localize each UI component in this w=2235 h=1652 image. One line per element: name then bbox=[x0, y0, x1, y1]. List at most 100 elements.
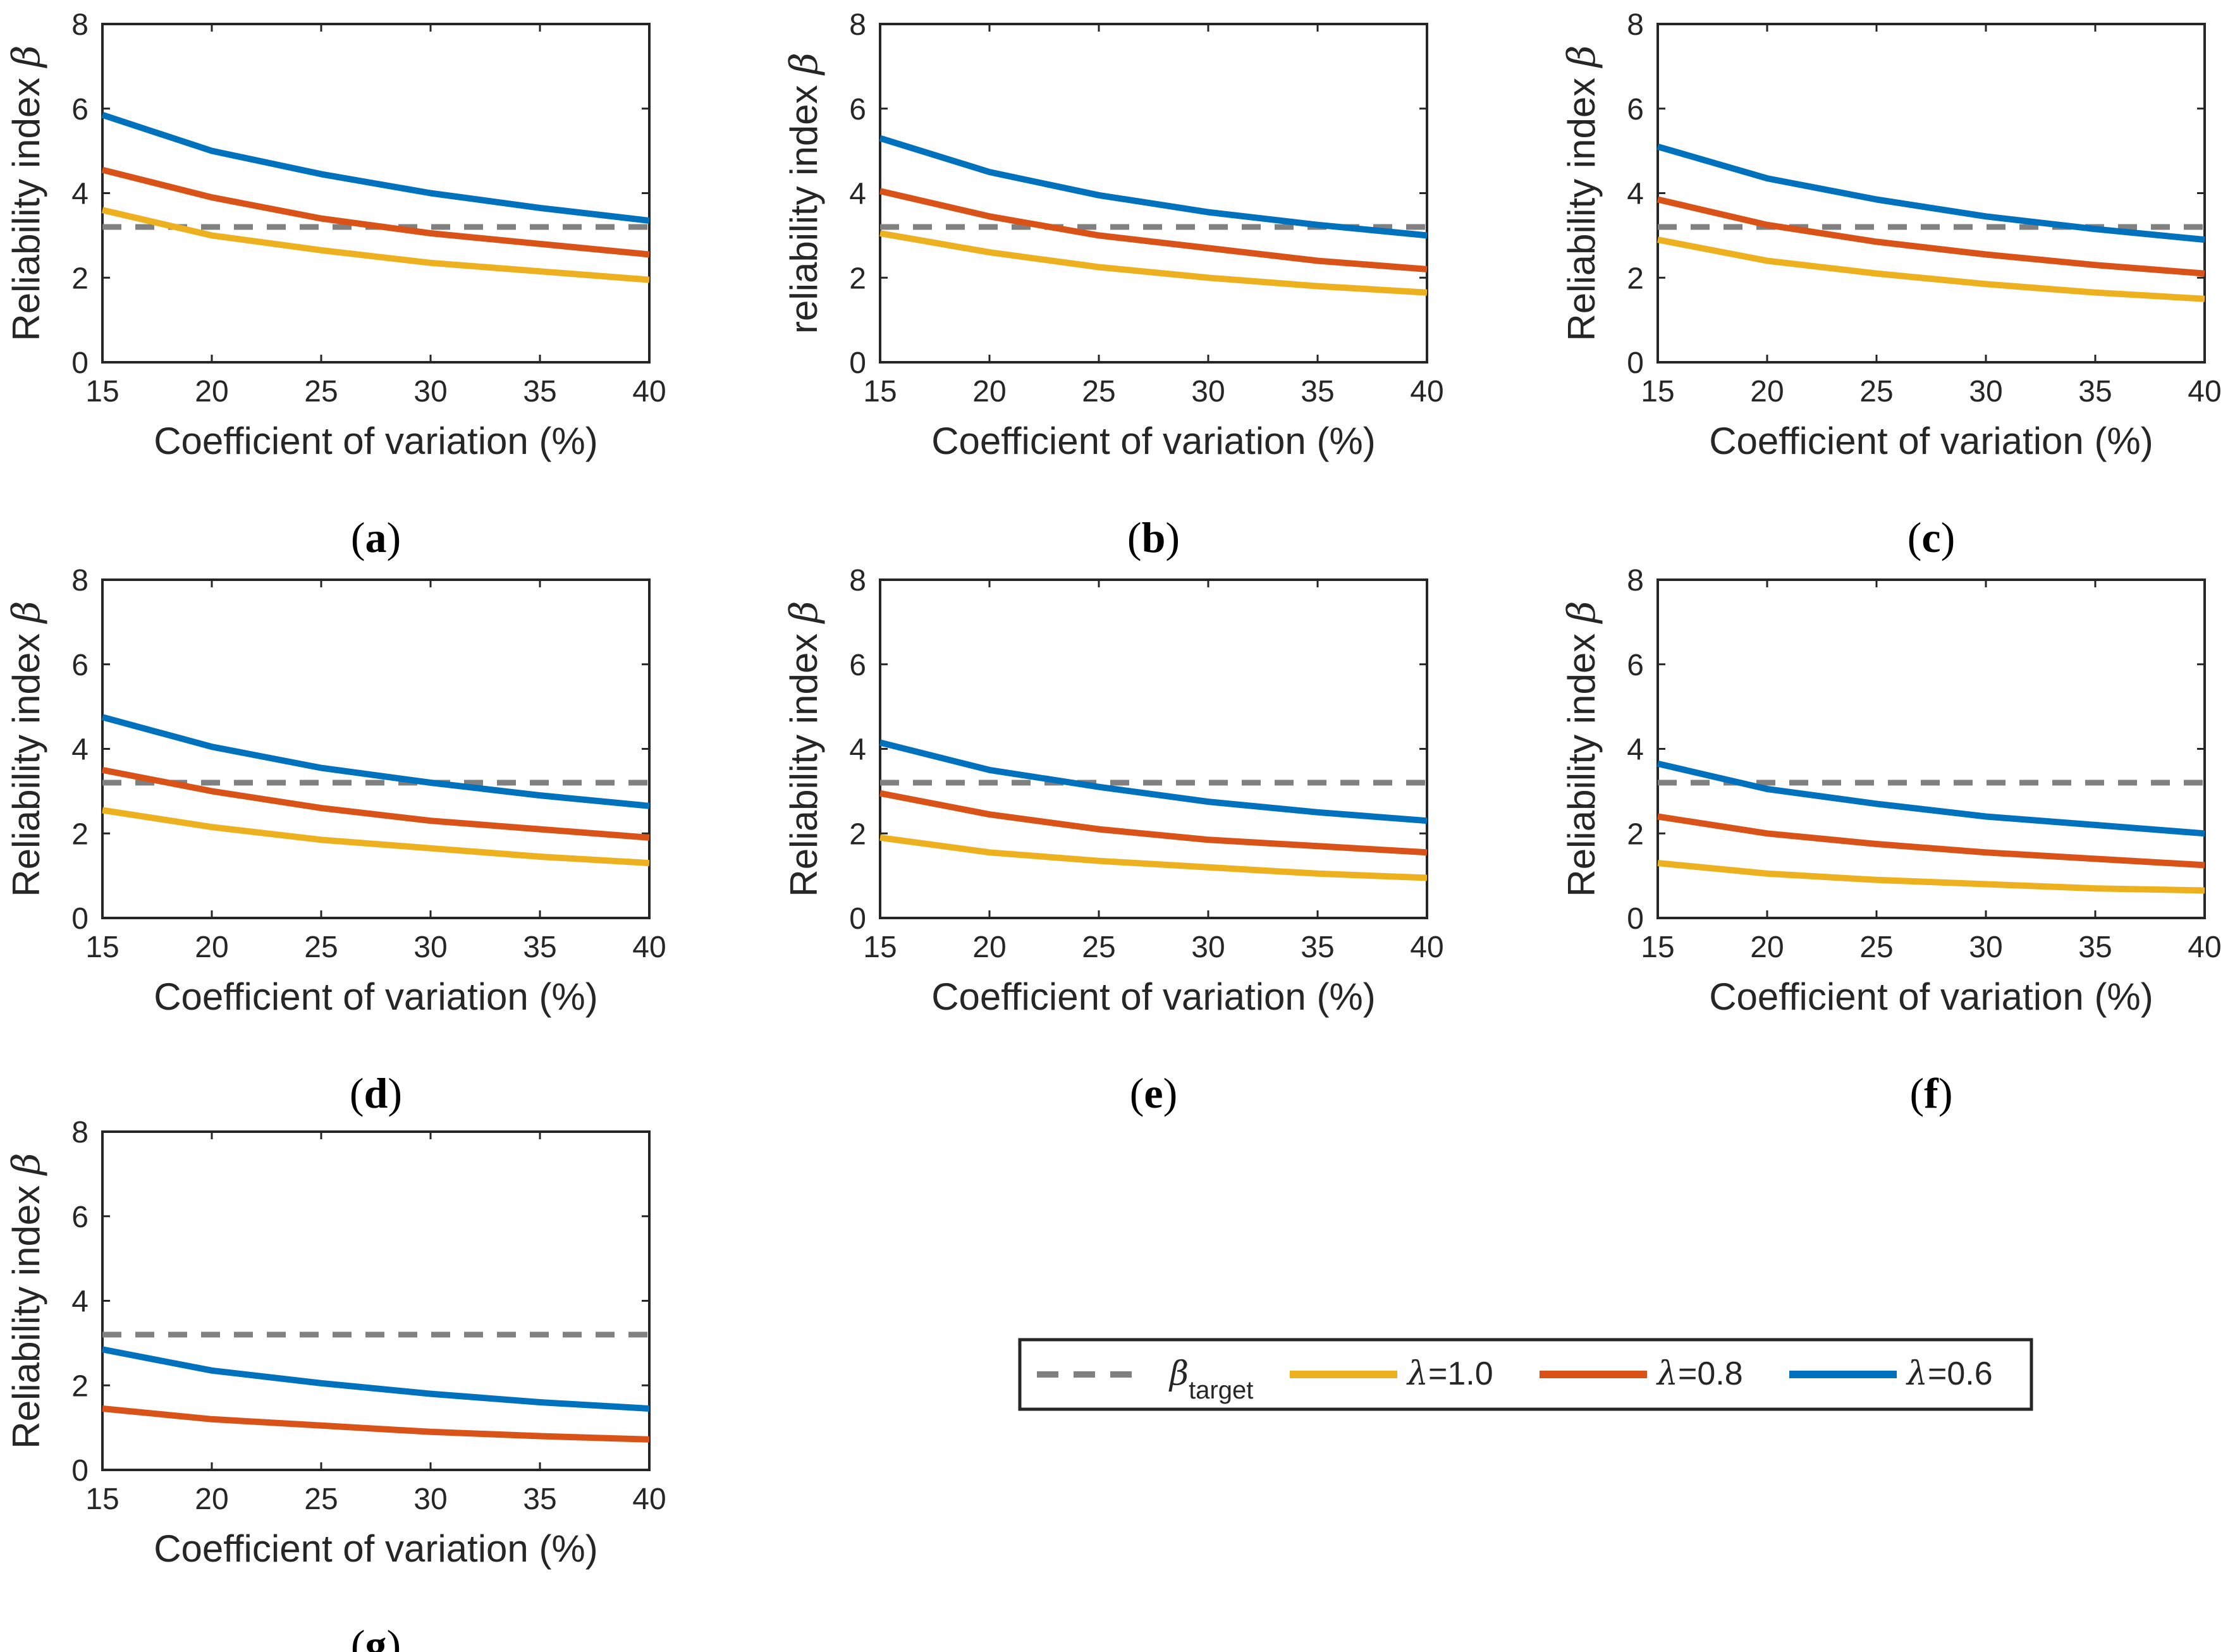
x-tick-label: 35 bbox=[1301, 375, 1334, 408]
x-tick-label: 25 bbox=[1859, 375, 1893, 408]
y-tick-label: 6 bbox=[71, 649, 89, 682]
y-axis-label-text: Reliability index bbox=[783, 623, 825, 897]
y-axis-label-b: reliability index β bbox=[782, 52, 826, 334]
x-tick-label: 20 bbox=[195, 1483, 228, 1516]
panel-caption-b: (b) bbox=[1127, 513, 1180, 561]
caption-part: ( bbox=[1130, 1069, 1144, 1117]
panel-c: 15 20 25 30 35 40 0 2 4 6 8 Coefficient of variatio… bbox=[1560, 8, 2222, 561]
x-tick-label: 25 bbox=[1859, 931, 1893, 964]
series-line-b-06 bbox=[879, 135, 1428, 239]
y-tick-label: 2 bbox=[1627, 817, 1644, 851]
x-tick-label: 15 bbox=[85, 375, 119, 408]
caption-part: f bbox=[1924, 1069, 1939, 1117]
panel-b: 15 20 25 30 35 40 0 2 4 6 8 Coefficient of variatio… bbox=[782, 8, 1444, 561]
caption-part: ) bbox=[387, 513, 401, 561]
panel-caption-a: (a) bbox=[351, 513, 401, 561]
panel-caption-f: (f) bbox=[1910, 1069, 1953, 1117]
x-tick-label: 20 bbox=[195, 931, 228, 964]
panel-caption-g: (g) bbox=[351, 1621, 401, 1652]
series-line-f-10 bbox=[1657, 860, 2205, 894]
caption-part: ( bbox=[350, 1069, 364, 1117]
y-tick-label: 2 bbox=[71, 262, 89, 295]
x-tick-label: 25 bbox=[1082, 375, 1115, 408]
caption-part: e bbox=[1144, 1069, 1163, 1117]
y-tick-label: 8 bbox=[849, 564, 866, 597]
y-axis-label-symbol: β bbox=[782, 52, 826, 76]
y-tick-label: 8 bbox=[71, 564, 89, 597]
y-tick-label: 0 bbox=[71, 902, 89, 936]
y-tick-label: 4 bbox=[849, 733, 866, 767]
y-tick-label: 4 bbox=[1627, 178, 1644, 211]
y-axis-label-symbol: β bbox=[1560, 45, 1604, 68]
x-tick-label: 15 bbox=[863, 375, 897, 408]
y-tick-label: 4 bbox=[71, 733, 89, 767]
panel-d: 15 20 25 30 35 40 0 2 4 6 8 Coefficient of variatio… bbox=[4, 564, 666, 1117]
caption-part: ) bbox=[1163, 1069, 1178, 1117]
y-axis-label-g: Reliability index β bbox=[4, 1153, 49, 1448]
series-line-a-08 bbox=[101, 166, 650, 258]
legend: βtarget λ=1.0 λ=0.8 λ=0.6 bbox=[1018, 1338, 2033, 1411]
x-tick-label: 20 bbox=[195, 375, 228, 408]
caption-part: ( bbox=[1910, 1069, 1925, 1117]
series-line-g-08 bbox=[102, 1405, 650, 1443]
x-tick-label: 20 bbox=[972, 375, 1006, 408]
x-tick-label: 40 bbox=[1410, 375, 1443, 408]
series-line-c-08 bbox=[1656, 196, 2205, 277]
y-tick-label: 6 bbox=[1627, 93, 1644, 126]
x-tick-label: 15 bbox=[85, 931, 119, 964]
y-tick-label: 4 bbox=[71, 178, 89, 211]
series-line-e-08 bbox=[879, 790, 1428, 856]
y-axis-label-symbol: β bbox=[1560, 601, 1604, 624]
y-tick-label: 0 bbox=[1627, 346, 1644, 380]
x-tick-label: 30 bbox=[1191, 375, 1225, 408]
x-tick-label: 30 bbox=[413, 375, 447, 408]
plot-frame-f bbox=[1656, 578, 2206, 919]
legend-target-subscript: target bbox=[1189, 1376, 1253, 1404]
y-axis-label-e: Reliability index β bbox=[782, 601, 826, 896]
legend-target-symbol: β bbox=[1168, 1355, 1189, 1393]
y-axis-label-text: Reliability index bbox=[5, 623, 47, 897]
series-line-d-10 bbox=[102, 807, 650, 867]
y-axis-label-text: Reliability index bbox=[5, 67, 47, 341]
x-tick-label: 35 bbox=[2078, 375, 2112, 408]
x-tick-label: 40 bbox=[632, 1483, 666, 1516]
y-tick-label: 0 bbox=[71, 1454, 89, 1488]
panel-caption-d: (d) bbox=[350, 1069, 402, 1117]
caption-part: ( bbox=[1127, 513, 1142, 561]
x-tick-label: 40 bbox=[2188, 375, 2221, 408]
x-tick-label: 20 bbox=[1750, 931, 1784, 964]
y-tick-label: 2 bbox=[71, 817, 89, 851]
x-tick-label: 15 bbox=[1641, 375, 1674, 408]
plot-frame-b bbox=[879, 23, 1428, 364]
caption-part: ) bbox=[388, 1069, 402, 1117]
x-tick-label: 40 bbox=[2188, 931, 2221, 964]
caption-part: b bbox=[1142, 513, 1166, 561]
y-tick-label: 6 bbox=[849, 649, 866, 682]
caption-part: ( bbox=[351, 1621, 365, 1652]
series-line-e-06 bbox=[879, 739, 1428, 824]
panel-f: 15 20 25 30 35 40 0 2 4 6 8 Coefficient of variatio… bbox=[1560, 564, 2222, 1117]
caption-part: ( bbox=[1907, 513, 1922, 561]
legend-label-lambda-0-8: λ=0.8 bbox=[1656, 1355, 1743, 1393]
legend-label-lambda-0-6: λ=0.6 bbox=[1906, 1355, 1993, 1393]
x-axis-label-g: Coefficient of variation (%) bbox=[154, 1527, 598, 1570]
x-axis-label-f: Coefficient of variation (%) bbox=[1709, 976, 2153, 1018]
y-tick-label: 0 bbox=[849, 346, 866, 380]
caption-part: a bbox=[365, 513, 387, 561]
x-axis-label-b: Coefficient of variation (%) bbox=[931, 420, 1376, 462]
x-tick-label: 35 bbox=[523, 931, 556, 964]
y-tick-label: 0 bbox=[71, 346, 89, 380]
series-line-f-08 bbox=[1657, 813, 2205, 869]
x-axis-label-a: Coefficient of variation (%) bbox=[154, 420, 598, 462]
x-tick-label: 35 bbox=[523, 375, 556, 408]
panel-caption-e: (e) bbox=[1130, 1069, 1178, 1117]
y-tick-label: 6 bbox=[71, 1201, 89, 1234]
x-tick-label: 20 bbox=[1750, 375, 1784, 408]
caption-part: c bbox=[1921, 513, 1940, 561]
y-axis-label-text: Reliability index bbox=[1560, 623, 1603, 897]
y-tick-label: 4 bbox=[71, 1285, 89, 1319]
y-axis-label-symbol: β bbox=[4, 601, 49, 624]
series-line-c-06 bbox=[1656, 144, 2205, 243]
y-tick-label: 8 bbox=[1627, 8, 1644, 42]
x-tick-label: 30 bbox=[1969, 931, 2002, 964]
